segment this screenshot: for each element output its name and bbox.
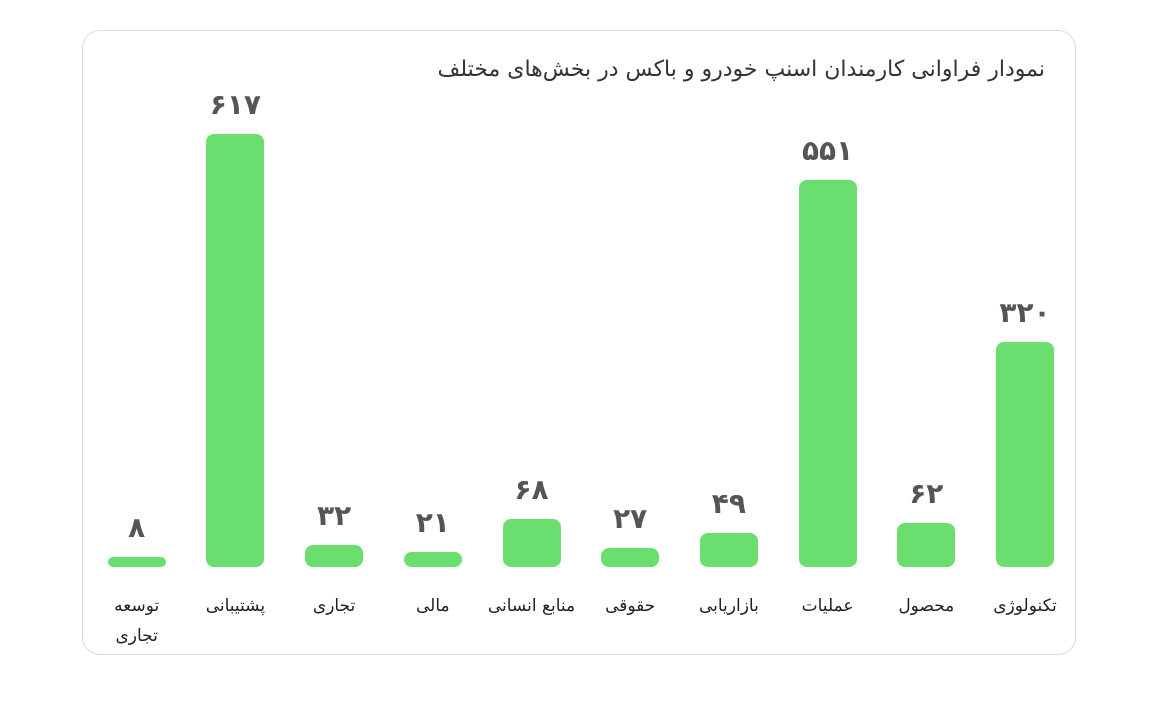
category-label: منابع انسانی bbox=[487, 596, 576, 616]
category-label: عملیات bbox=[801, 596, 854, 616]
category-label: تجاری bbox=[312, 596, 356, 616]
value-label: ۲۱ bbox=[415, 506, 450, 540]
value-label: ۳۲ bbox=[317, 498, 352, 532]
bar bbox=[699, 532, 758, 567]
category-label: پشتیبانی bbox=[205, 596, 266, 616]
category-label: مالی bbox=[415, 596, 450, 616]
category-label: تکنولوژی bbox=[993, 596, 1057, 616]
value-label: ۴۹ bbox=[711, 486, 746, 520]
bar bbox=[305, 544, 364, 567]
value-label: ۸ bbox=[128, 511, 146, 544]
bar bbox=[502, 519, 561, 567]
bar bbox=[206, 134, 265, 567]
value-label: ۶۱۷ bbox=[209, 88, 262, 121]
value-label: ۳۲۰ bbox=[999, 296, 1051, 330]
value-label: ۶۲ bbox=[909, 477, 944, 511]
bar bbox=[107, 557, 166, 567]
value-label: ۶۸ bbox=[514, 473, 549, 507]
category-label: بازاریابی bbox=[698, 596, 759, 616]
category-label: محصول bbox=[898, 596, 955, 616]
bar bbox=[798, 180, 857, 567]
category-label: توسعه تجاری bbox=[114, 596, 160, 646]
category-label: حقوقی bbox=[605, 596, 656, 616]
bar bbox=[601, 548, 660, 567]
bar bbox=[897, 523, 956, 567]
bar bbox=[996, 342, 1054, 567]
bar bbox=[403, 552, 462, 567]
chart-title: نمودار فراوانی کارمندان اسنپ خودرو و باک… bbox=[437, 57, 1045, 82]
chart-card: نمودار فراوانی کارمندان اسنپ خودرو و باک… bbox=[82, 30, 1076, 655]
value-label: ۲۷ bbox=[613, 502, 648, 536]
value-label: ۵۵۱ bbox=[801, 134, 854, 168]
